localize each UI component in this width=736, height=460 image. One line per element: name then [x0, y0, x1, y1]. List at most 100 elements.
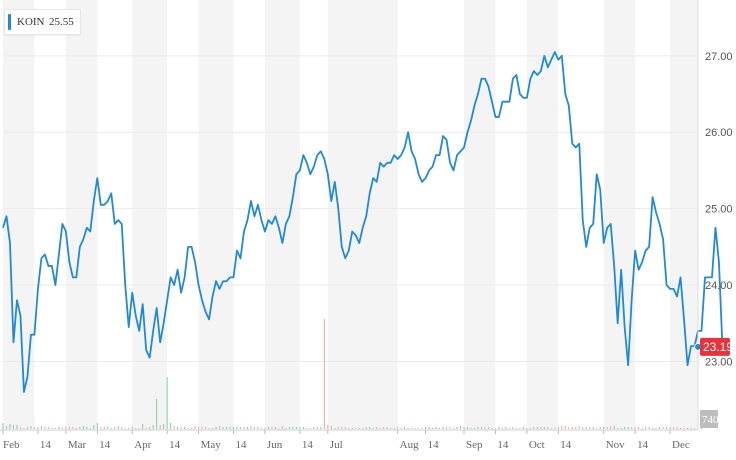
volume-bar: [592, 427, 594, 429]
volume-bar: [453, 428, 455, 429]
volume-bar: [110, 428, 112, 429]
volume-bar: [599, 427, 601, 429]
volume-bar: [135, 428, 137, 429]
x-tick-label: 14: [428, 439, 440, 451]
last-price-marker: 23.19 740: [694, 337, 733, 428]
volume-bar: [466, 427, 468, 429]
volume-bar: [404, 427, 406, 429]
legend[interactable]: KOIN 25.55: [4, 9, 81, 35]
volume-bar: [529, 428, 531, 429]
volume-bar: [473, 428, 475, 429]
volume-bar: [208, 428, 210, 429]
volume-bar: [659, 427, 661, 429]
volume-bar: [337, 427, 339, 429]
volume-bar: [9, 424, 11, 429]
volume-bar: [446, 427, 448, 429]
volume-bar: [498, 427, 500, 429]
volume-bar: [666, 427, 668, 429]
volume-bar: [61, 428, 63, 429]
volume-bar: [645, 427, 647, 429]
volume-bar: [166, 377, 168, 429]
volume-bar: [365, 427, 367, 429]
month-band: [670, 0, 698, 430]
volume-bar: [673, 427, 675, 429]
x-tick-label: Sep: [466, 439, 483, 451]
volume-bar: [320, 427, 322, 429]
volume-bar: [281, 426, 283, 429]
volume-bar: [12, 425, 14, 429]
volume-bar: [390, 428, 392, 429]
volume-bar: [285, 428, 287, 429]
last-price-label: 23.19: [703, 340, 733, 354]
volume-bar: [460, 426, 462, 429]
volume-bar: [239, 427, 241, 429]
y-tick-label: 24.00: [705, 280, 733, 292]
volume-bar: [26, 427, 28, 429]
volume-bar: [477, 427, 479, 429]
volume-bar: [400, 428, 402, 429]
volume-bar: [156, 399, 158, 429]
y-tick-label: 23.00: [705, 356, 733, 368]
volume-bar: [184, 427, 186, 429]
volume-bar: [37, 427, 39, 429]
volume-bar: [191, 428, 193, 429]
x-tick-label: Oct: [529, 439, 545, 451]
legend-last-value: 25.55: [48, 16, 74, 28]
volume-bar: [662, 427, 664, 429]
last-price-badge: [700, 337, 730, 356]
volume-bar: [494, 428, 496, 429]
volume-bar: [47, 427, 49, 429]
volume-bar: [68, 427, 70, 429]
volume-bar: [253, 427, 255, 429]
volume-bar: [372, 428, 374, 429]
volume-bar: [212, 428, 214, 429]
volume-bar: [89, 428, 91, 429]
x-tick-label: May: [201, 439, 222, 451]
volume-bar: [295, 427, 297, 429]
month-band: [464, 0, 496, 430]
volume-bar: [484, 427, 486, 429]
volume-bar: [40, 426, 42, 429]
volume-bar: [547, 427, 549, 429]
volume-bar: [508, 428, 510, 429]
volume-bar: [414, 428, 416, 429]
volume-bar: [613, 426, 615, 429]
volume-bar: [96, 423, 98, 429]
volume-bar: [690, 428, 692, 429]
volume-bar: [358, 428, 360, 429]
volume-bar: [620, 428, 622, 429]
x-tick-label: 14: [497, 439, 509, 451]
volume-bar: [299, 427, 301, 429]
volume-bar: [603, 427, 605, 429]
x-tick-label: Dec: [672, 439, 690, 451]
volume-bar: [117, 426, 119, 429]
volume-bar: [288, 427, 290, 429]
volume-bar: [145, 428, 147, 429]
x-tick-label: 14: [637, 439, 649, 451]
volume-bar: [138, 428, 140, 429]
volume-bar: [131, 427, 133, 429]
volume-bar: [439, 428, 441, 429]
volume-bar: [418, 428, 420, 429]
volume-bar: [550, 428, 552, 429]
volume-bar: [641, 428, 643, 429]
volume-bar: [627, 427, 629, 429]
volume-bar: [669, 427, 671, 429]
volume-bar: [215, 427, 217, 429]
volume-label: 740: [702, 414, 719, 426]
volume-bar: [606, 427, 608, 429]
volume-bar: [351, 428, 353, 429]
x-tick-label: 14: [236, 439, 248, 451]
y-axis: 23.00 24.00 25.00 26.00 27.00: [697, 0, 733, 430]
volume-bar: [676, 427, 678, 429]
volume-bar: [159, 425, 161, 429]
volume-bar: [519, 428, 521, 429]
volume-bar: [121, 427, 123, 429]
volume-bars: [2, 319, 702, 429]
volume-bar: [103, 427, 105, 429]
volume-bar: [554, 428, 556, 429]
x-tick-label: 14: [560, 439, 572, 451]
volume-bar: [694, 428, 696, 429]
volume-bar: [449, 427, 451, 429]
volume-bar: [257, 427, 259, 429]
